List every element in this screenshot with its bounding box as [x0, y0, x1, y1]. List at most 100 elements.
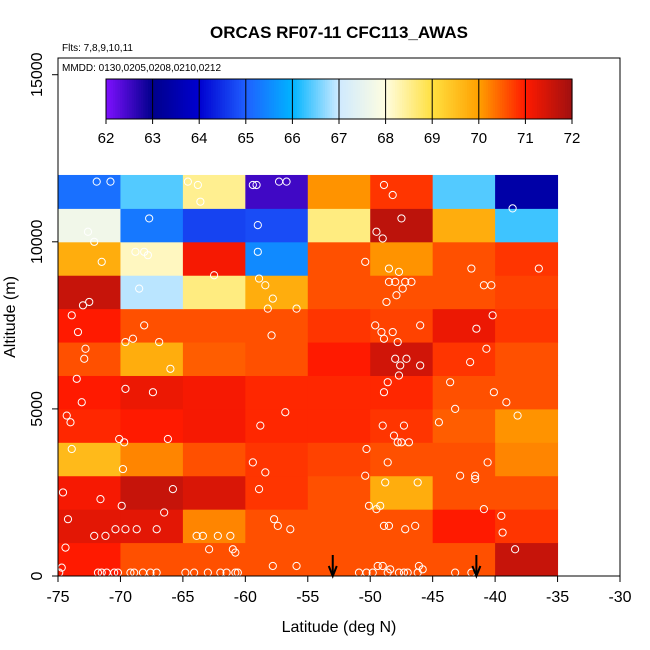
observation-point — [391, 277, 400, 287]
heatmap-cell — [495, 375, 559, 410]
observation-point — [416, 361, 425, 370]
observation-point — [497, 511, 506, 520]
colorbar-swatch — [131, 79, 135, 119]
colorbar-swatch — [422, 79, 426, 119]
heatmap-cell — [58, 208, 121, 243]
observation-point — [203, 568, 212, 576]
heatmap-cell — [432, 308, 496, 343]
colorbar: 62 63 64 65 66 67 68 69 70 71 72 — [98, 78, 580, 147]
observation-point — [467, 264, 476, 273]
heatmap-cell — [307, 208, 371, 243]
x-tick-label: -60 — [234, 589, 257, 606]
colorbar-swatch — [273, 79, 277, 119]
colorbar-swatch — [231, 79, 235, 119]
colorbar-swatch — [126, 79, 130, 119]
heatmap-cell — [307, 174, 371, 209]
colorbar-swatch — [173, 79, 177, 119]
colorbar-swatch — [117, 79, 121, 119]
heatmap-cell — [120, 408, 184, 443]
observation-point — [92, 177, 101, 186]
colorbar-swatch — [427, 79, 431, 119]
colorbar-swatch — [369, 79, 373, 119]
heatmap-cell — [495, 275, 559, 310]
colorbar-tick-label: 65 — [237, 130, 254, 147]
colorbar-swatch — [558, 79, 561, 119]
colorbar-swatch — [168, 79, 172, 119]
colorbar-tick-label: 64 — [191, 130, 208, 147]
observation-point — [160, 508, 169, 517]
observation-point — [222, 568, 231, 576]
colorbar-swatch — [513, 79, 517, 119]
observation-point — [67, 311, 76, 320]
colorbar-swatch — [269, 79, 273, 119]
heatmap-cell — [370, 442, 434, 477]
observation-point — [97, 257, 106, 266]
heatmap-cell — [495, 308, 559, 343]
colorbar-swatch — [297, 79, 300, 119]
colorbar-swatch — [506, 79, 510, 119]
heatmap-cell — [370, 542, 434, 576]
heatmap-cell — [182, 375, 246, 410]
colorbar-tick-label: 69 — [424, 130, 441, 147]
observation-point — [368, 568, 377, 576]
colorbar-swatch — [518, 79, 522, 119]
heatmap-cell — [370, 342, 434, 376]
observation-point — [61, 543, 70, 552]
observation-point — [389, 431, 399, 440]
heatmap-cell — [120, 275, 184, 310]
colorbar-swatch — [306, 79, 310, 119]
heatmap-cell — [58, 275, 121, 310]
colorbar-swatch — [329, 79, 333, 119]
y-axis: 0 5000 10000 15000 — [29, 52, 58, 580]
colorbar-swatch — [499, 79, 503, 119]
colorbar-swatch — [278, 79, 282, 119]
x-tick-label: -35 — [546, 589, 569, 606]
observation-point — [382, 297, 391, 307]
colorbar-swatch — [562, 79, 566, 119]
colorbar-swatch — [411, 79, 415, 119]
observation-point — [456, 471, 465, 480]
observation-point — [269, 515, 279, 524]
observation-point — [121, 525, 130, 534]
colorbar-swatch — [136, 79, 140, 119]
observation-point — [384, 521, 394, 530]
x-axis-label: Latitude (deg N) — [282, 619, 397, 636]
observation-point — [268, 561, 277, 571]
colorbar-swatch — [462, 79, 466, 119]
observation-point — [62, 411, 71, 420]
observation-point — [479, 281, 488, 290]
colorbar-tick-label: 66 — [284, 130, 301, 147]
colorbar-swatch — [450, 79, 454, 119]
heatmap-cell — [245, 542, 309, 576]
colorbar-swatch — [215, 79, 219, 119]
observation-point — [252, 180, 261, 190]
observation-point — [513, 411, 522, 420]
colorbar-swatch — [551, 79, 554, 119]
colorbar-swatch — [175, 79, 179, 119]
heatmap-cell — [182, 241, 246, 276]
colorbar-swatch — [352, 79, 356, 119]
observation-point — [231, 568, 240, 576]
observation-point — [372, 505, 381, 514]
heatmap-cell — [58, 375, 121, 410]
observation-point — [253, 220, 262, 230]
observation-point — [401, 277, 410, 287]
observation-point — [362, 444, 371, 454]
observation-point — [362, 568, 371, 576]
observation-point — [446, 378, 455, 387]
observation-point — [488, 311, 497, 320]
observation-point — [63, 515, 73, 524]
colorbar-swatch — [206, 79, 210, 119]
colorbar-swatch — [166, 79, 170, 119]
observation-point — [111, 525, 120, 534]
colorbar-swatch — [457, 79, 461, 119]
colorbar-swatch — [392, 79, 396, 119]
colorbar-swatch — [441, 79, 445, 119]
observation-point — [205, 545, 214, 554]
colorbar-swatch — [133, 79, 137, 119]
observation-point — [140, 247, 149, 256]
colorbar-swatch — [196, 79, 200, 119]
observation-point — [397, 214, 406, 223]
colorbar-swatch — [343, 79, 347, 119]
colorbar-swatch — [378, 79, 382, 119]
